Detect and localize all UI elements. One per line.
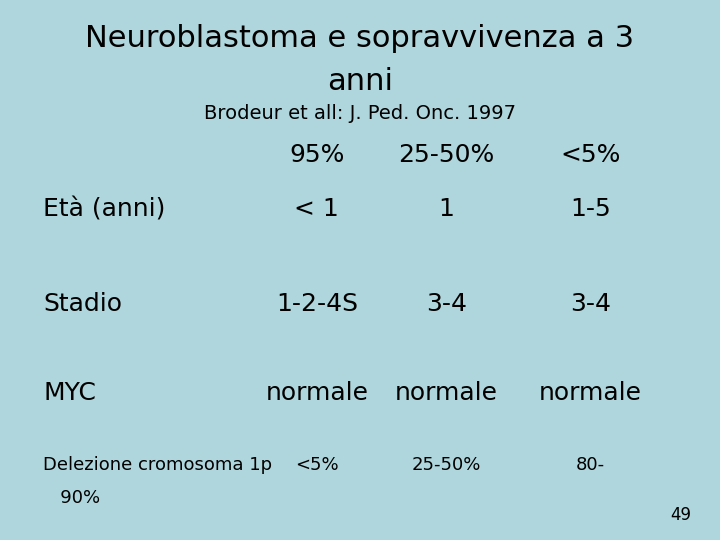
Text: 1-2-4S: 1-2-4S xyxy=(276,292,358,315)
Text: 80-: 80- xyxy=(576,456,605,474)
Text: normale: normale xyxy=(395,381,498,404)
Text: 1-5: 1-5 xyxy=(570,197,611,221)
Text: normale: normale xyxy=(265,381,369,404)
Text: Stadio: Stadio xyxy=(43,292,122,315)
Text: 3-4: 3-4 xyxy=(570,292,611,315)
Text: Brodeur et all: J. Ped. Onc. 1997: Brodeur et all: J. Ped. Onc. 1997 xyxy=(204,104,516,123)
Text: 1: 1 xyxy=(438,197,454,221)
Text: 25-50%: 25-50% xyxy=(412,456,481,474)
Text: 25-50%: 25-50% xyxy=(398,143,495,167)
Text: anni: anni xyxy=(327,68,393,97)
Text: 90%: 90% xyxy=(43,489,100,507)
Text: Età (anni): Età (anni) xyxy=(43,197,166,221)
Text: < 1: < 1 xyxy=(294,197,339,221)
Text: MYC: MYC xyxy=(43,381,96,404)
Text: normale: normale xyxy=(539,381,642,404)
Text: Neuroblastoma e sopravvivenza a 3: Neuroblastoma e sopravvivenza a 3 xyxy=(86,24,634,53)
Text: <5%: <5% xyxy=(295,456,338,474)
Text: <5%: <5% xyxy=(560,143,621,167)
Text: 49: 49 xyxy=(670,506,691,524)
Text: Delezione cromosoma 1p: Delezione cromosoma 1p xyxy=(43,456,272,474)
Text: 3-4: 3-4 xyxy=(426,292,467,315)
Text: 95%: 95% xyxy=(289,143,344,167)
